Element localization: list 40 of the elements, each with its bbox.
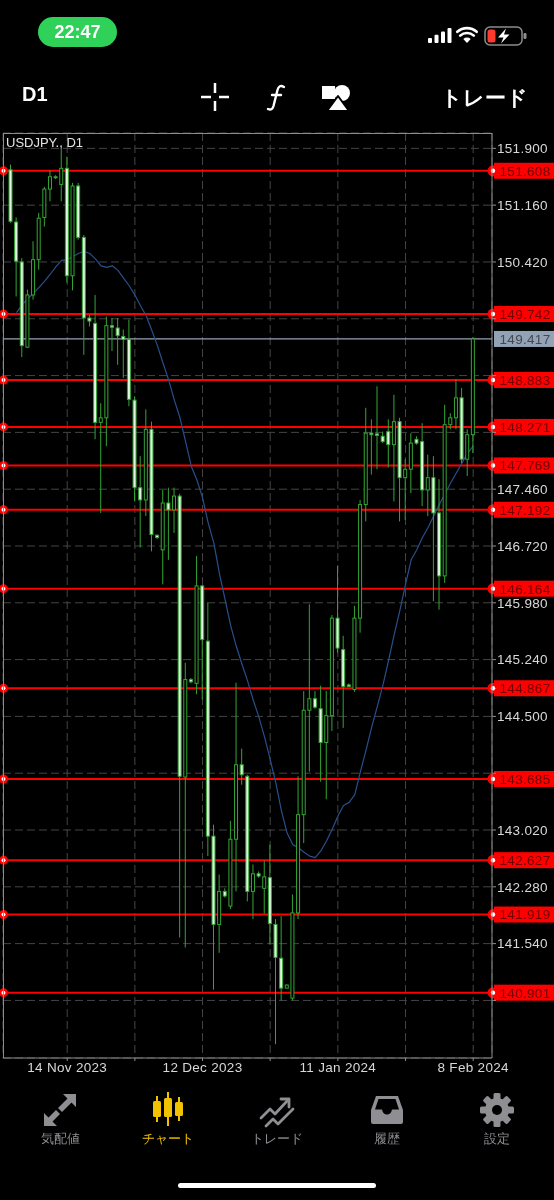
candlestick: [121, 329, 126, 379]
line-series: [15, 250, 474, 859]
ref-line-label: 147.769: [499, 458, 551, 474]
y-tick-label: 142.280: [497, 879, 548, 895]
ref-line-label: 144.867: [499, 681, 551, 697]
ref-line-label: 148.271: [499, 419, 551, 435]
y-tick-label: 141.540: [497, 936, 548, 952]
text: チャート: [141, 1130, 195, 1148]
y-tick-label: 145.980: [497, 595, 548, 611]
ref-line-label: 149.742: [499, 306, 551, 322]
y-tick-label: 150.420: [497, 254, 548, 270]
candlestick: [239, 748, 244, 786]
y-tick-label: 151.160: [497, 197, 548, 213]
ref-line-label: 151.608: [499, 163, 551, 179]
ref-line-label: 149.417: [499, 331, 551, 347]
text: 履歴: [373, 1130, 401, 1148]
x-tick-label: 11 Jan 2024: [299, 1059, 377, 1075]
ref-line-label: 140.901: [499, 985, 551, 1001]
chart-title: USDJPY., D1: [6, 135, 84, 150]
text: 設定: [483, 1130, 511, 1148]
ref-line-label: 142.627: [499, 853, 551, 869]
ref-line-label: 141.919: [499, 907, 551, 923]
text: D1: [22, 83, 48, 106]
y-tick-label: 145.240: [497, 652, 548, 668]
x-tick-label: 12 Dec 2023: [162, 1059, 243, 1075]
ref-line-label: 147.192: [499, 502, 551, 518]
x-tick-label: 14 Nov 2023: [27, 1059, 108, 1075]
y-tick-label: 151.900: [497, 141, 548, 157]
text: 22:47: [54, 21, 101, 43]
text: トレード: [441, 85, 528, 111]
text: 気配値: [39, 1130, 81, 1148]
ref-line-label: 148.883: [499, 372, 551, 388]
ref-line-label: 143.685: [499, 771, 551, 787]
x-tick-label: 8 Feb 2024: [437, 1059, 510, 1075]
text: トレード: [250, 1130, 304, 1148]
y-tick-label: 147.460: [497, 481, 548, 497]
y-tick-label: 146.720: [497, 538, 548, 554]
y-tick-label: 144.500: [497, 709, 548, 725]
y-tick-label: 143.020: [497, 822, 548, 838]
ref-line-label: 146.164: [499, 581, 551, 597]
